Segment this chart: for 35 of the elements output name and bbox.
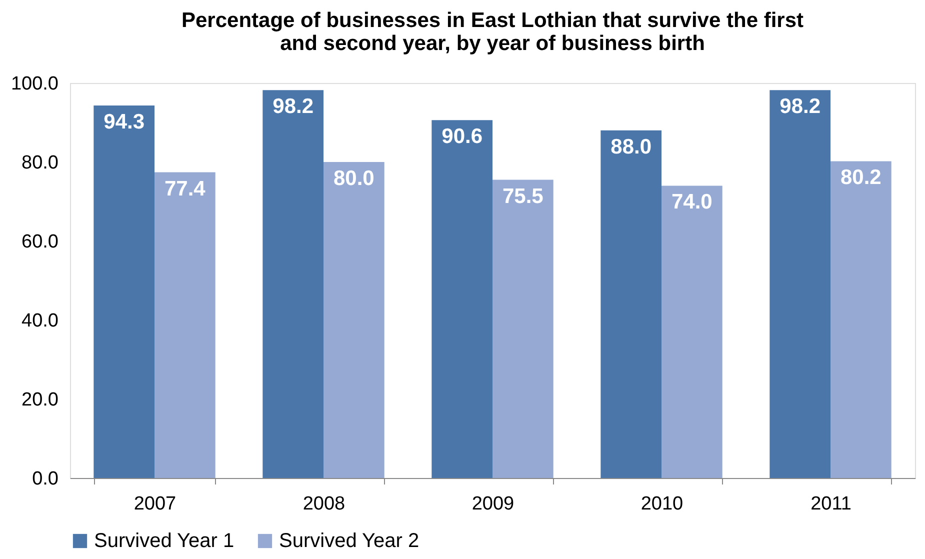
data-label: 80.2 [840,166,882,190]
x-tick-label: 2007 [134,494,176,514]
data-label: 90.6 [442,125,483,148]
y-tick-label: 60.0 [22,232,58,252]
legend-label: Survived Year 2 [279,530,420,552]
data-label: 77.4 [164,177,206,200]
bar [830,161,892,478]
data-label: 88.0 [610,135,652,158]
bar [600,130,662,478]
data-label: 75.5 [502,184,544,208]
bar [492,180,554,478]
y-tick-label: 40.0 [22,310,58,332]
x-tick-label: 2008 [302,494,346,514]
y-tick-label: 100.0 [10,74,58,94]
bar [94,106,154,478]
data-label: 98.2 [272,95,314,118]
x-tick-label: 2011 [810,494,852,514]
bar [770,90,830,478]
text: Percentage of businesses in East Lothian that survive the first [181,9,804,32]
bar [324,162,384,478]
x-tick-label: 2010 [640,494,684,514]
y-tick-label: 80.0 [22,152,58,174]
bar [262,90,324,478]
bar [662,186,722,478]
legend-label: Survived Year 1 [94,530,234,552]
data-label: 80.0 [333,167,374,190]
data-label: 98.2 [780,95,821,118]
data-label: 74.0 [671,190,712,214]
data-label: 94.3 [104,110,145,134]
bar [154,172,216,478]
y-tick-label: 0.0 [32,468,58,490]
bar [432,120,492,478]
x-tick-label: 2009 [472,494,514,514]
y-tick-label: 20.0 [22,390,58,410]
text: and second year, by year of business birth [280,32,705,55]
